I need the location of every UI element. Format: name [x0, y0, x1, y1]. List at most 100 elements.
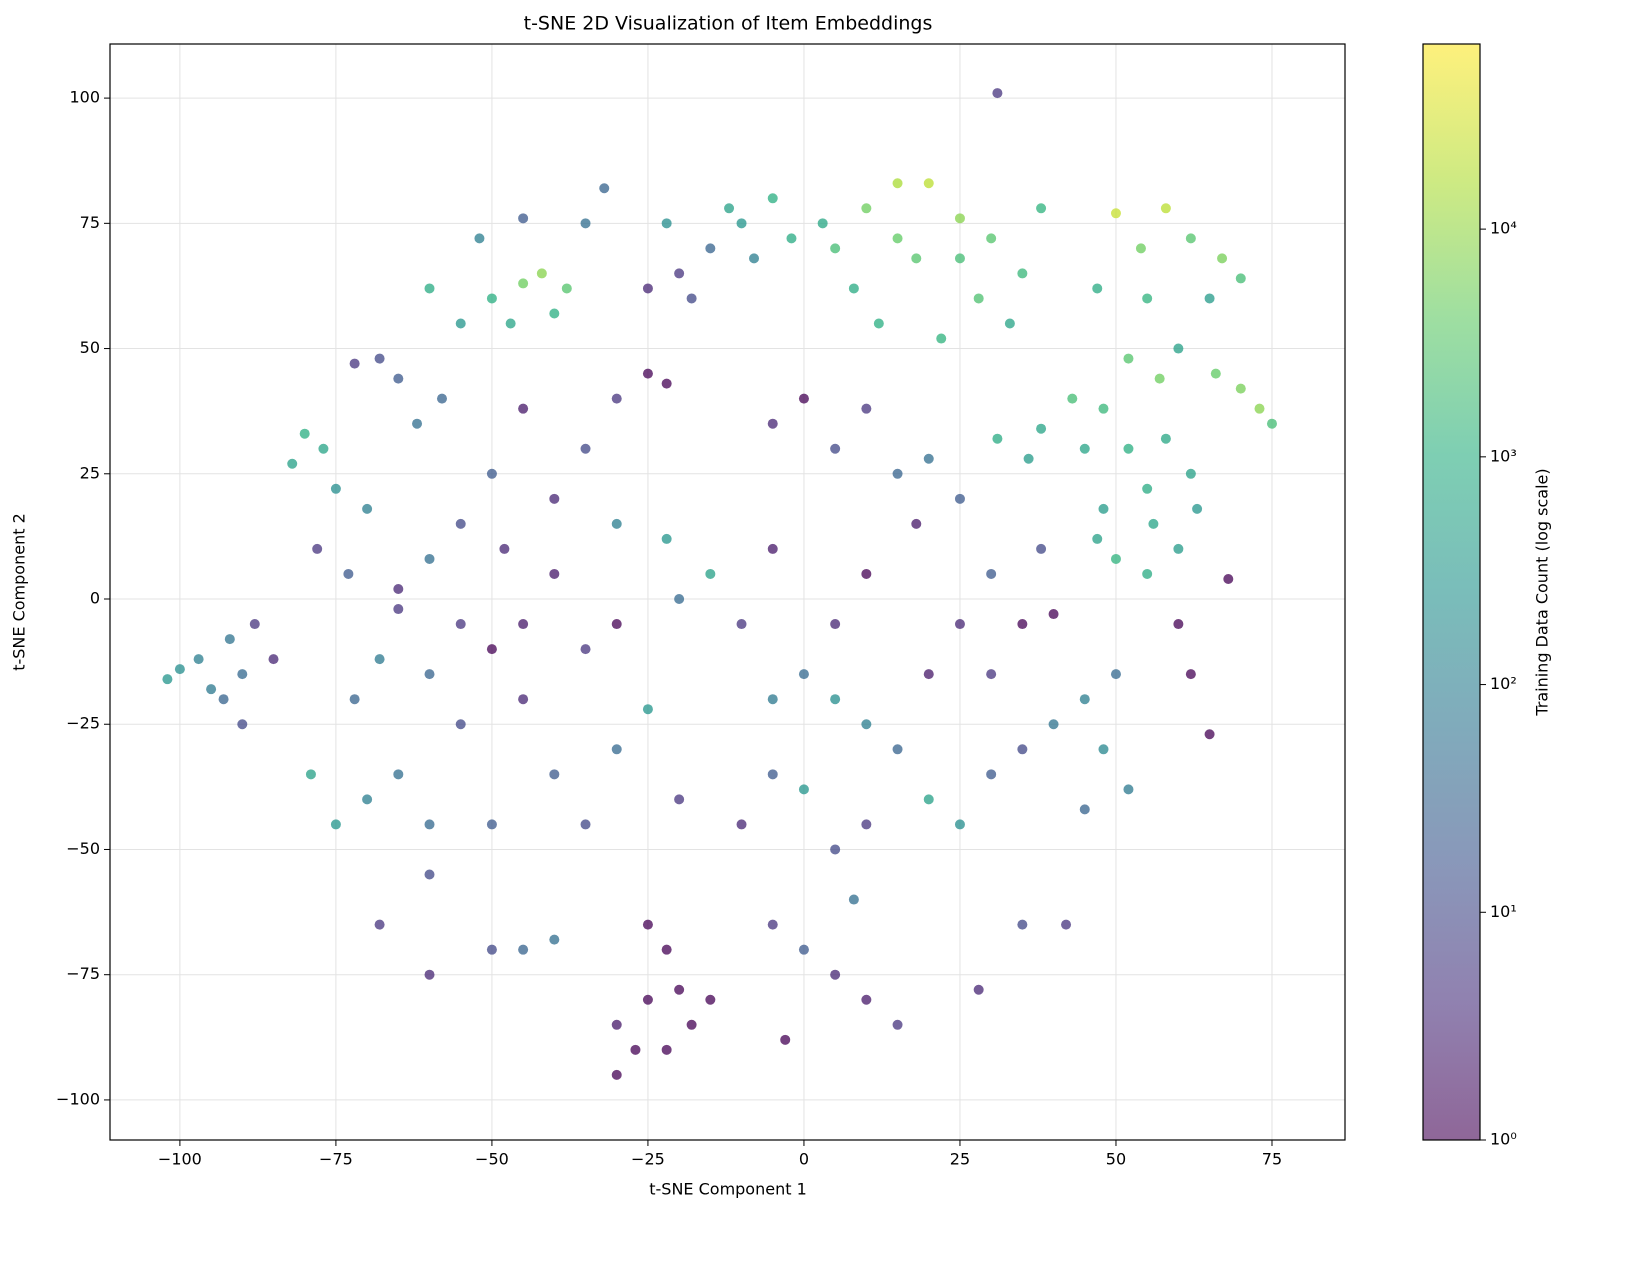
point	[954, 213, 965, 224]
colorbar-tick-label: 10²	[1490, 674, 1517, 693]
point	[162, 674, 173, 685]
point	[1023, 453, 1034, 464]
point	[861, 403, 872, 414]
point	[767, 418, 778, 429]
point	[830, 443, 841, 454]
y-tick-label: −100	[56, 1089, 100, 1108]
colorbar-frame	[1422, 43, 1481, 1141]
point	[986, 568, 997, 579]
point	[1110, 669, 1121, 680]
x-axis-label: t-SNE Component 1	[649, 1180, 807, 1199]
point	[661, 378, 672, 389]
point	[455, 719, 466, 730]
point	[1142, 293, 1153, 304]
colorbar-label: Training Data Count (log scale)	[1533, 468, 1552, 716]
point	[817, 218, 828, 229]
point	[436, 393, 447, 404]
point	[767, 919, 778, 930]
point	[830, 619, 841, 630]
point	[630, 1044, 641, 1055]
point	[705, 568, 716, 579]
point	[1210, 368, 1221, 379]
y-tick-label: 75	[80, 213, 100, 232]
point	[486, 819, 497, 830]
point	[892, 468, 903, 479]
point	[892, 178, 903, 189]
point	[798, 944, 809, 955]
colorbar	[1423, 44, 1480, 1140]
point	[249, 619, 260, 630]
point	[206, 684, 217, 695]
point	[767, 769, 778, 780]
point	[424, 869, 435, 880]
point	[362, 794, 373, 805]
point	[767, 694, 778, 705]
point	[736, 819, 747, 830]
point	[1204, 293, 1215, 304]
point	[1092, 533, 1103, 544]
point	[861, 994, 872, 1005]
y-tick-label: 0	[90, 589, 100, 608]
point	[642, 368, 653, 379]
point	[767, 193, 778, 204]
point	[1110, 208, 1121, 219]
x-tick-label: −50	[475, 1150, 509, 1169]
point	[518, 403, 529, 414]
point	[611, 393, 622, 404]
point	[1048, 609, 1059, 620]
point	[486, 644, 497, 655]
point	[861, 719, 872, 730]
point	[561, 283, 572, 294]
x-tick-label: −100	[158, 1150, 202, 1169]
point	[923, 669, 934, 680]
point	[518, 213, 529, 224]
point	[549, 308, 560, 319]
point	[686, 1019, 697, 1030]
point	[786, 233, 797, 244]
point	[736, 619, 747, 630]
point	[1017, 268, 1028, 279]
point	[954, 493, 965, 504]
point	[1160, 433, 1171, 444]
point	[1217, 253, 1228, 264]
point	[1123, 443, 1134, 454]
point	[798, 784, 809, 795]
point	[1173, 543, 1184, 554]
point	[1235, 273, 1246, 284]
colorbar-tick-label: 10¹	[1490, 902, 1517, 921]
point	[1110, 553, 1121, 564]
points	[162, 88, 1277, 1080]
point	[923, 794, 934, 805]
point	[1048, 719, 1059, 730]
point	[642, 919, 653, 930]
point	[455, 318, 466, 329]
point	[798, 393, 809, 404]
point	[830, 243, 841, 254]
point	[237, 669, 248, 680]
point	[1017, 744, 1028, 755]
point	[349, 694, 360, 705]
point	[936, 333, 947, 344]
colorbar-tick-label: 10³	[1490, 446, 1517, 465]
point	[224, 634, 235, 645]
point	[1123, 784, 1134, 795]
point	[1135, 243, 1146, 254]
point	[873, 318, 884, 329]
point	[911, 253, 922, 264]
point	[424, 669, 435, 680]
point	[954, 819, 965, 830]
y-tick-label: −25	[66, 714, 100, 733]
point	[724, 203, 735, 214]
point	[499, 543, 510, 554]
point	[1185, 669, 1196, 680]
point	[861, 568, 872, 579]
point	[661, 218, 672, 229]
point	[1160, 203, 1171, 214]
point	[412, 418, 423, 429]
point	[1017, 619, 1028, 630]
point	[767, 543, 778, 554]
point	[1185, 233, 1196, 244]
point	[749, 253, 760, 264]
